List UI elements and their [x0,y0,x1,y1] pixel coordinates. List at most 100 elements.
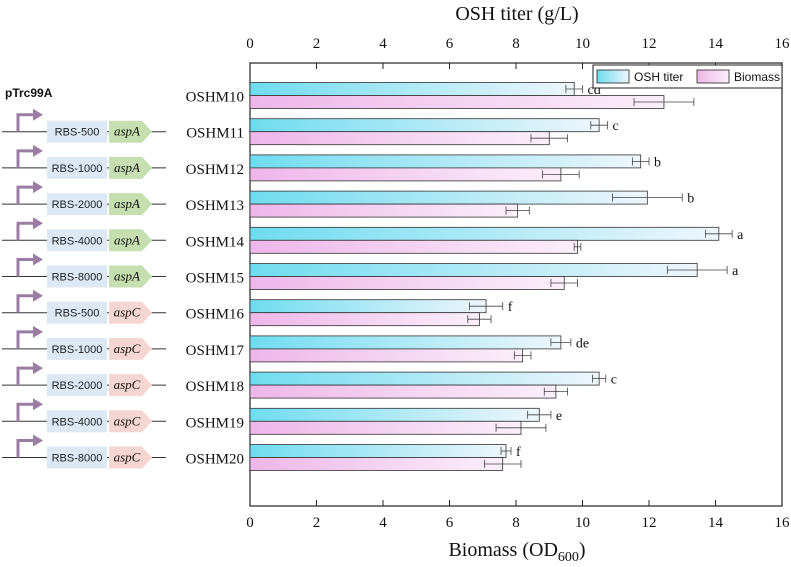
biomass-bar [249,384,557,399]
bottom-axis-title-main: Biomass (OD [448,539,557,561]
legend-swatch-osh [596,69,630,84]
gene-arrow [109,156,152,179]
category-label: OSHM11 [186,126,244,142]
bottom-axis-tick-label: 6 [446,515,454,531]
promoter-arrow-icon [16,294,34,313]
construct-row: RBS-4000 aspC [2,398,166,433]
gene-label: aspA [114,196,140,211]
rbs-label: RBS-4000 [52,235,103,247]
rbs-box [47,301,107,324]
category-label: OSHM17 [186,343,245,359]
biomass-bar [249,131,550,146]
legend-label-osh: OSH titer [634,70,683,84]
gene-arrow [109,265,152,288]
category-label: OSHM10 [186,90,244,106]
rbs-label: RBS-2000 [52,380,103,392]
biomass-bar [249,203,519,218]
gene-label: aspC [114,450,141,465]
promoter-arrowhead-icon [33,108,43,121]
significance-letter: c [611,373,617,388]
promoter-arrow-icon [16,149,34,168]
promoter-arrowhead-icon [33,398,43,411]
bottom-axis-title: Biomass (OD600) [448,539,585,565]
rbs-label: RBS-500 [55,308,100,320]
category-label: OSHM20 [186,452,244,468]
osh-titer-bar [249,444,507,458]
top-axis-tick-label: 6 [446,36,454,52]
promoter-arrow-icon [16,221,34,241]
gene-arrow [109,120,152,143]
construct-row: RBS-500 aspA [2,108,166,143]
top-axis-tick-label: 12 [642,36,657,52]
category-label: OSHM15 [186,271,244,287]
rbs-box [47,156,107,179]
osh-titer-bar [249,407,540,422]
significance-letter: e [556,409,562,424]
biomass-bar [249,457,504,471]
bottom-axis-tick-label: 14 [708,515,724,531]
gene-label: aspA [114,269,140,284]
plasmid-label: pTrc99A [5,86,53,100]
bottom-axis-tick-label: 8 [512,515,520,531]
gene-label: aspC [114,305,141,320]
significance-letter: c [612,119,618,134]
gene-arrow [109,193,152,216]
osh-titer-bar [249,263,698,277]
gene-label: aspA [114,160,140,175]
biomass-bar [249,239,578,254]
gene-arrow [109,446,152,469]
osh-titer-bar [249,226,720,241]
category-label: OSHM18 [186,379,244,395]
top-axis-tick-label: 2 [313,36,321,52]
category-label: OSHM14 [186,234,245,250]
top-axis-tick-label: 10 [575,36,590,52]
promoter-arrowhead-icon [33,362,43,375]
promoter-arrow-icon [16,439,34,458]
significance-letter: f [516,445,521,460]
construct-row: RBS-8000 aspA [2,253,166,288]
osh-titer-bar [249,118,600,133]
rbs-box [47,410,107,433]
gene-label: aspC [114,413,141,428]
construct-row: RBS-1000 aspA [2,144,166,179]
bottom-axis-tick-label: 10 [575,515,590,531]
osh-titer-bar [249,190,648,205]
promoter-arrowhead-icon [33,217,43,230]
promoter-arrow-icon [16,402,34,422]
rbs-label: RBS-8000 [52,272,103,284]
biomass-bar [249,348,524,363]
significance-letter: a [732,264,739,279]
bottom-axis: 0 2 4 6 8 10 12 14 16 [246,500,790,531]
significance-letter: b [654,155,661,170]
biomass-bar [249,95,665,109]
gene-label: aspC [114,377,141,392]
bottom-axis-tick-label: 0 [246,515,254,531]
gene-arrow [109,337,152,360]
top-axis-tick-label: 4 [379,36,387,52]
biomass-bar [249,276,565,290]
significance-letter: a [737,228,744,243]
bottom-axis-title-end: ) [579,539,586,561]
construct-row: RBS-1000 aspC [2,325,166,360]
category-label: OSHM19 [186,415,244,431]
top-axis-tick-label: 16 [775,36,791,52]
promoter-arrow-icon [16,330,34,349]
bottom-axis-tick-label: 12 [642,515,657,531]
rbs-label: RBS-8000 [52,453,103,465]
top-axis: 0 2 4 6 8 10 12 14 16 [246,36,790,69]
rbs-box [47,193,107,216]
gene-arrow [109,229,152,252]
gene-arrow [109,374,152,397]
significance-letter: f [508,300,513,315]
legend-swatch-biomass [696,69,730,84]
bottom-axis-tick-label: 4 [379,515,387,531]
rbs-box [47,229,107,252]
promoter-arrowhead-icon [33,144,43,157]
rbs-label: RBS-4000 [52,416,103,428]
rbs-box [47,374,107,397]
bottom-axis-tick-label: 16 [775,515,791,531]
gene-label: aspC [114,341,141,356]
gene-label: aspA [114,124,140,139]
